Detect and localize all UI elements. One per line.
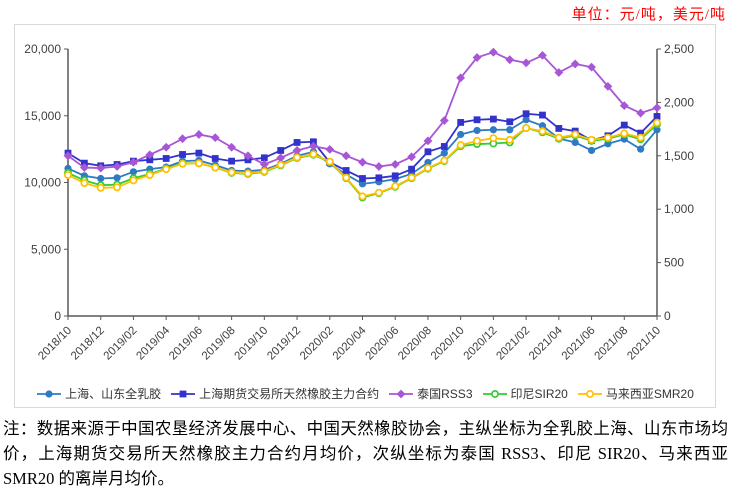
series-shfe-rubber-futures (64, 110, 661, 182)
legend-item-thailand-rss3: 泰国RSS3 (388, 385, 473, 402)
legend-label: 上海期货交易所天然橡胶主力合约 (199, 387, 380, 401)
x-axis-tick-label: 2021/08 (593, 325, 631, 363)
left-axis-tick-label: 10,000 (24, 176, 61, 190)
x-axis-tick-label: 2019/10 (233, 325, 271, 363)
legend-item-shanghai-shandong-latex: 上海、山东全乳胶 (36, 385, 161, 402)
x-axis-tick-label: 2019/12 (265, 325, 303, 363)
left-axis-tick-label: 5,000 (31, 242, 61, 256)
x-axis-tick-label: 2018/12 (69, 325, 107, 363)
x-axis-tick-label: 2018/10 (36, 325, 74, 363)
left-axis-tick-label: 20,000 (24, 42, 61, 56)
legend-label: 上海、山东全乳胶 (65, 387, 162, 401)
right-axis-tick-label: 2,000 (664, 95, 694, 109)
right-axis-tick-label: 500 (664, 256, 684, 270)
x-axis-tick-label: 2019/08 (200, 325, 238, 363)
x-axis-tick-label: 2019/06 (167, 325, 205, 363)
legend-label: 泰国RSS3 (417, 387, 473, 401)
open-circle-marker-icon (482, 389, 507, 398)
unit-label: 单位：元/吨，美元/吨 (571, 7, 726, 23)
legend-label: 马来西亚SMR20 (605, 387, 694, 401)
x-axis-tick-label: 2021/10 (625, 325, 663, 363)
left-axis-tick-label: 0 (54, 309, 61, 323)
diamond-marker-icon (389, 389, 414, 398)
x-axis-tick-label: 2020/10 (429, 325, 467, 363)
x-axis-tick-label: 2021/06 (560, 325, 598, 363)
right-axis-tick-label: 1,000 (664, 202, 694, 216)
chart-frame: 0 5,000 10,000 15,000 20,000 0 500 1,000 1,500 2,… (14, 24, 716, 408)
square-marker-icon (171, 390, 196, 397)
legend-item-shfe-rubber-futures: 上海期货交易所天然橡胶主力合约 (170, 385, 379, 402)
x-axis-tick-label: 2020/04 (331, 324, 369, 362)
x-axis-tick-label: 2020/02 (298, 325, 336, 363)
tick-marks (64, 48, 661, 320)
x-axis-tick-label: 2019/02 (102, 325, 140, 363)
note-text: 注：数据来源于中国农垦经济发展中心、中国天然橡胶协会，主纵坐标为全乳胶上海、山东… (3, 419, 728, 488)
circle-marker-icon (37, 389, 62, 398)
open-circle-marker-icon (577, 389, 602, 398)
legend-item-malaysia-smr20: 马来西亚SMR20 (577, 385, 694, 402)
right-axis-tick-label: 0 (664, 309, 671, 323)
legend-label: 印尼SIR20 (510, 387, 568, 401)
series-malaysia-smr20 (64, 118, 661, 201)
x-axis-tick-label: 2020/06 (363, 325, 401, 363)
rubber-price-line-chart: 0 5,000 10,000 15,000 20,000 0 500 1,000 1,500 2,… (24, 42, 694, 363)
x-axis-tick-label: 2020/08 (396, 325, 434, 363)
right-axis-tick-label: 1,500 (664, 149, 694, 163)
series-thailand-rss3 (63, 47, 662, 173)
x-axis-tick-label: 2020/12 (462, 325, 500, 363)
series-line-thailand-rss3 (67, 51, 658, 169)
x-axis-tick-label: 2021/02 (494, 325, 532, 363)
chart-legend: 上海、山东全乳胶 上海期货交易所天然橡胶主力合约 泰国RSS3 印尼SIR20 … (15, 385, 715, 402)
x-axis-tick-label: 2019/04 (134, 324, 172, 362)
left-axis-tick-label: 15,000 (24, 109, 61, 123)
x-axis-tick-label: 2021/04 (527, 324, 565, 362)
legend-item-indonesia-sir20: 印尼SIR20 (482, 385, 568, 402)
tick-labels: 0 5,000 10,000 15,000 20,000 0 500 1,000 1,500 2,… (24, 42, 694, 363)
right-axis-tick-label: 2,500 (664, 42, 694, 56)
